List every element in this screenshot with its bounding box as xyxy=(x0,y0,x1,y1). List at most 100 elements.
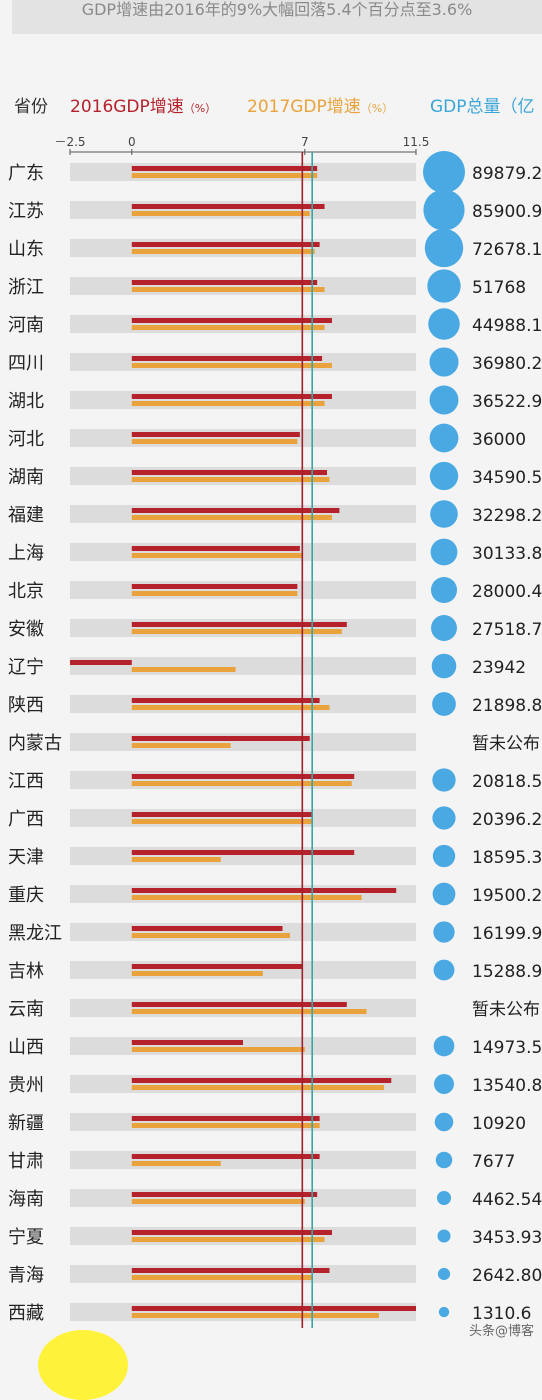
bar-2017 xyxy=(131,705,330,710)
row-track xyxy=(70,543,416,561)
bar-2017 xyxy=(131,1237,325,1242)
province-label: 西藏 xyxy=(8,1303,44,1324)
province-label: 山东 xyxy=(8,239,44,260)
headline-banner: GDP增速由2016年的9%大幅回落5.4个百分点至3.6% xyxy=(12,0,542,34)
gdp-bubble xyxy=(429,461,459,491)
gdp-bubble xyxy=(432,844,456,868)
province-label: 云南 xyxy=(8,999,44,1020)
row-track xyxy=(70,695,416,713)
bar-2017 xyxy=(131,173,318,178)
bar-2016 xyxy=(131,1116,320,1121)
row-track xyxy=(70,1075,416,1093)
bar-2016 xyxy=(131,1040,243,1045)
gdp-value-label: 暂未公布 xyxy=(472,734,540,754)
legend-2017-unit: （%） xyxy=(360,102,394,115)
gdp-value-label: 18595.3 xyxy=(472,848,542,868)
gdp-bubble xyxy=(432,768,456,792)
row-track xyxy=(70,1113,416,1131)
bar-2017 xyxy=(131,515,332,520)
bar-2016 xyxy=(131,242,320,247)
row-track xyxy=(70,201,416,219)
gdp-value-label: 19500.2 xyxy=(472,886,542,906)
row-track xyxy=(70,581,416,599)
bar-2017 xyxy=(131,1009,367,1014)
bar-2016 xyxy=(131,546,300,551)
legend-2017-label: 2017GDP增速 xyxy=(247,97,361,117)
legend-2017: 2017GDP增速（%） xyxy=(247,92,393,117)
bar-2017 xyxy=(131,1161,221,1166)
province-label: 四川 xyxy=(8,353,44,374)
row-track xyxy=(70,1189,416,1207)
province-label: 北京 xyxy=(8,581,44,602)
bar-2017 xyxy=(131,249,315,254)
gdp-value-label: 30133.8 xyxy=(472,544,542,564)
gdp-value-label: 28000.4 xyxy=(472,582,542,602)
row-track xyxy=(70,771,416,789)
bar-2016 xyxy=(131,698,320,703)
bar-2017 xyxy=(131,819,313,824)
gdp-value-label: 36000 xyxy=(472,430,526,450)
gdp-bubble xyxy=(432,806,456,830)
row-track xyxy=(70,467,416,485)
bar-2016 xyxy=(131,1268,330,1273)
bar-2016 xyxy=(131,774,355,779)
bar-2017 xyxy=(131,1123,320,1128)
bar-2016 xyxy=(70,660,132,665)
gdp-bubble xyxy=(435,1151,453,1169)
legend-2016: 2016GDP增速（%） xyxy=(70,92,216,117)
province-label: 贵州 xyxy=(8,1075,44,1096)
gdp-bubble xyxy=(434,1112,454,1132)
province-label: 湖南 xyxy=(8,467,44,488)
legend-2016-unit: （%） xyxy=(183,102,217,115)
bar-2017 xyxy=(131,553,303,558)
bar-2017 xyxy=(131,933,290,938)
gdp-value-label: 4462.54 xyxy=(472,1190,542,1210)
bar-2017 xyxy=(131,667,236,672)
bar-2017 xyxy=(131,591,298,596)
bar-2016 xyxy=(131,508,340,513)
province-label: 甘肃 xyxy=(8,1151,44,1172)
province-label: 上海 xyxy=(8,543,44,564)
gdp-value-label: 27518.7 xyxy=(472,620,542,640)
province-label: 黑龙江 xyxy=(8,923,62,944)
bar-2016 xyxy=(131,1078,392,1083)
bar-2017 xyxy=(131,363,332,368)
bar-2016 xyxy=(131,280,318,285)
province-label: 广东 xyxy=(8,163,44,184)
bar-2016 xyxy=(131,622,347,627)
gdp-value-label: 3453.93 xyxy=(472,1228,542,1248)
gdp-bubble xyxy=(428,308,460,340)
gdp-bubble xyxy=(427,269,461,303)
bar-2017 xyxy=(131,1047,305,1052)
bar-2016 xyxy=(131,1230,332,1235)
province-label: 江西 xyxy=(8,771,44,792)
legend-2016-label: 2016GDP增速 xyxy=(70,97,184,117)
bar-2017 xyxy=(131,743,231,748)
x-tick-label: －2.5 xyxy=(54,135,85,149)
gdp-value-label: 51768 xyxy=(472,278,526,298)
province-label: 浙江 xyxy=(8,277,44,298)
gdp-bubble xyxy=(431,615,457,641)
province-label: 天津 xyxy=(8,847,44,868)
province-label: 海南 xyxy=(8,1189,44,1210)
row-track xyxy=(70,1265,416,1283)
bar-2016 xyxy=(131,888,397,893)
legend-gdp: GDP总量（亿 xyxy=(430,97,535,117)
gdp-bubble xyxy=(437,1229,451,1243)
row-track xyxy=(70,239,416,257)
gdp-value-label: 10920 xyxy=(472,1114,526,1134)
bar-2016 xyxy=(131,736,310,741)
gdp-value-label: 85900.9 xyxy=(472,202,542,222)
bar-2017 xyxy=(131,629,342,634)
gdp-value-label: 16199.9 xyxy=(472,924,542,944)
bar-2017 xyxy=(131,895,362,900)
gdp-bubble xyxy=(430,538,458,566)
gdp-value-label: 36980.2 xyxy=(472,354,542,374)
headline-text: GDP增速由2016年的9%大幅回落5.4个百分点至3.6% xyxy=(81,0,473,19)
row-track xyxy=(70,847,416,865)
bar-2016 xyxy=(131,394,332,399)
province-label: 山西 xyxy=(8,1037,44,1058)
bar-2017 xyxy=(131,1199,305,1204)
gdp-value-label: 20396.2 xyxy=(472,810,542,830)
gdp-value-label: 32298.2 xyxy=(472,506,542,526)
